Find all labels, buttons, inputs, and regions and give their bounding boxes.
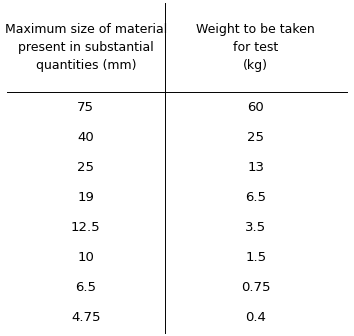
Text: 75: 75 [77,101,95,114]
Text: 6.5: 6.5 [245,191,266,204]
Text: 25: 25 [77,161,95,174]
Text: 12.5: 12.5 [71,221,101,234]
Text: 10: 10 [78,251,94,264]
Text: 3.5: 3.5 [245,221,266,234]
Text: 19: 19 [78,191,94,204]
Text: 4.75: 4.75 [71,311,101,324]
Text: 40: 40 [78,131,94,144]
Text: 0.4: 0.4 [245,311,266,324]
Text: 1.5: 1.5 [245,251,266,264]
Text: 25: 25 [247,131,264,144]
Text: 0.75: 0.75 [241,281,270,294]
Text: 13: 13 [247,161,264,174]
Text: 6.5: 6.5 [75,281,96,294]
Text: Maximum size of material
present in substantial
quantities (mm): Maximum size of material present in subs… [5,24,167,72]
Text: Weight to be taken
for test
(kg): Weight to be taken for test (kg) [196,24,315,72]
Text: 60: 60 [247,101,264,114]
